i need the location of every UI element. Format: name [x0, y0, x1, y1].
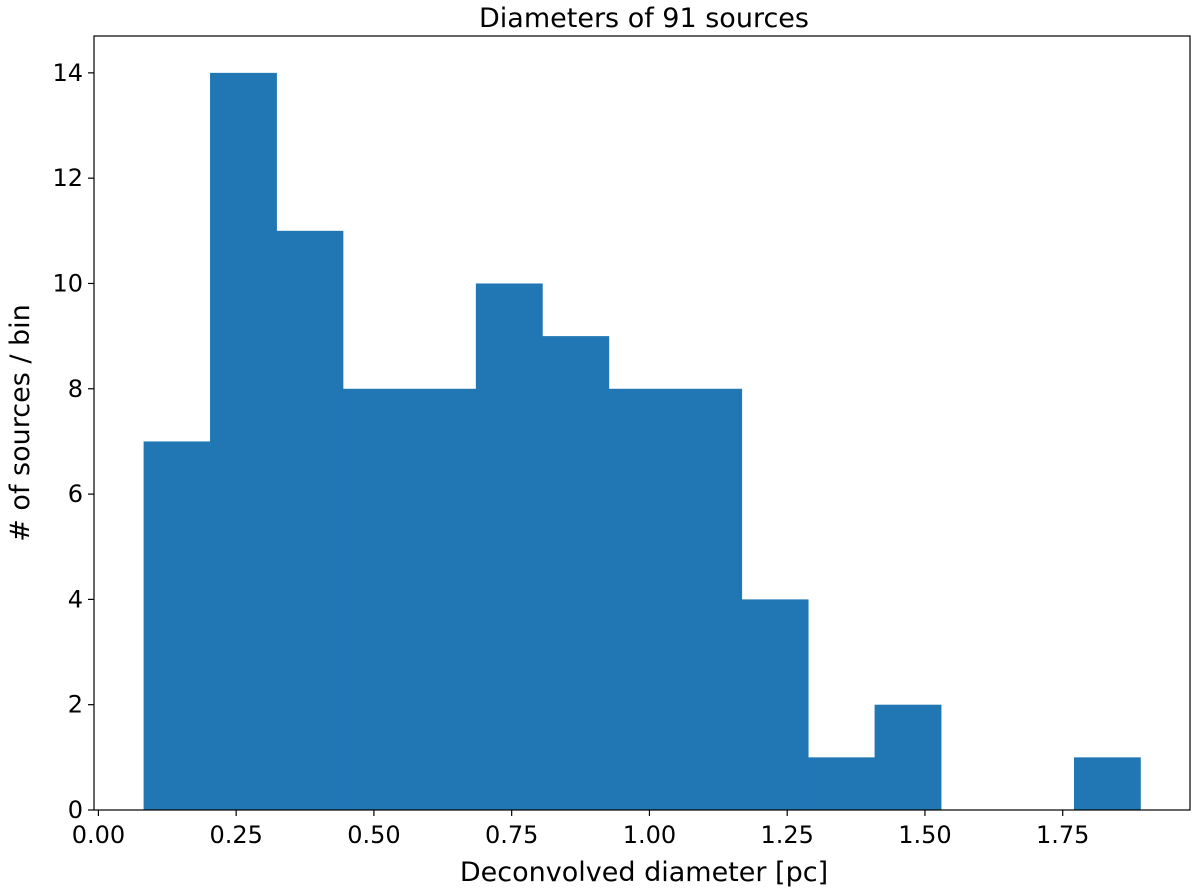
chart-title: Diameters of 91 sources — [479, 3, 809, 34]
x-axis-ticks: 0.00 0.25 0.50 0.75 1.00 1.25 1.50 1.75 — [72, 810, 1089, 849]
x-tick-label: 0.00 — [72, 821, 125, 849]
histogram-bar — [741, 599, 809, 810]
x-tick-label: 1.00 — [623, 821, 676, 849]
histogram-bar — [276, 230, 344, 810]
histogram-bar — [475, 283, 543, 811]
histogram-bar — [210, 72, 277, 811]
histogram-bar — [808, 757, 875, 810]
y-axis-title: # of sources / bin — [5, 304, 36, 542]
histogram-bar — [409, 388, 477, 810]
x-tick-label: 0.75 — [485, 821, 538, 849]
histogram-bar — [342, 388, 410, 810]
histogram-bar — [874, 704, 942, 810]
y-tick-label: 4 — [68, 585, 83, 613]
x-tick-label: 1.50 — [898, 821, 951, 849]
y-tick-label: 0 — [68, 796, 83, 824]
y-tick-label: 6 — [68, 480, 83, 508]
histogram-bars — [143, 72, 1141, 811]
x-tick-label: 0.25 — [209, 821, 262, 849]
x-tick-label: 1.25 — [760, 821, 813, 849]
histogram-bar — [675, 388, 743, 810]
histogram-bar — [608, 388, 676, 810]
histogram-bar — [1073, 757, 1141, 810]
plot-frame — [93, 35, 1191, 811]
y-axis-ticks: 0 2 4 6 8 10 12 14 — [52, 59, 94, 824]
x-tick-label: 1.75 — [1036, 821, 1089, 849]
y-tick-label: 2 — [68, 691, 83, 719]
y-tick-label: 8 — [68, 375, 83, 403]
histogram-bar — [542, 336, 610, 810]
y-tick-label: 12 — [52, 164, 83, 192]
y-tick-label: 14 — [52, 59, 83, 87]
y-tick-label: 10 — [52, 269, 83, 297]
histogram-bar — [143, 441, 211, 810]
x-axis-title: Deconvolved diameter [pc] — [460, 857, 828, 888]
x-tick-label: 0.50 — [347, 821, 400, 849]
